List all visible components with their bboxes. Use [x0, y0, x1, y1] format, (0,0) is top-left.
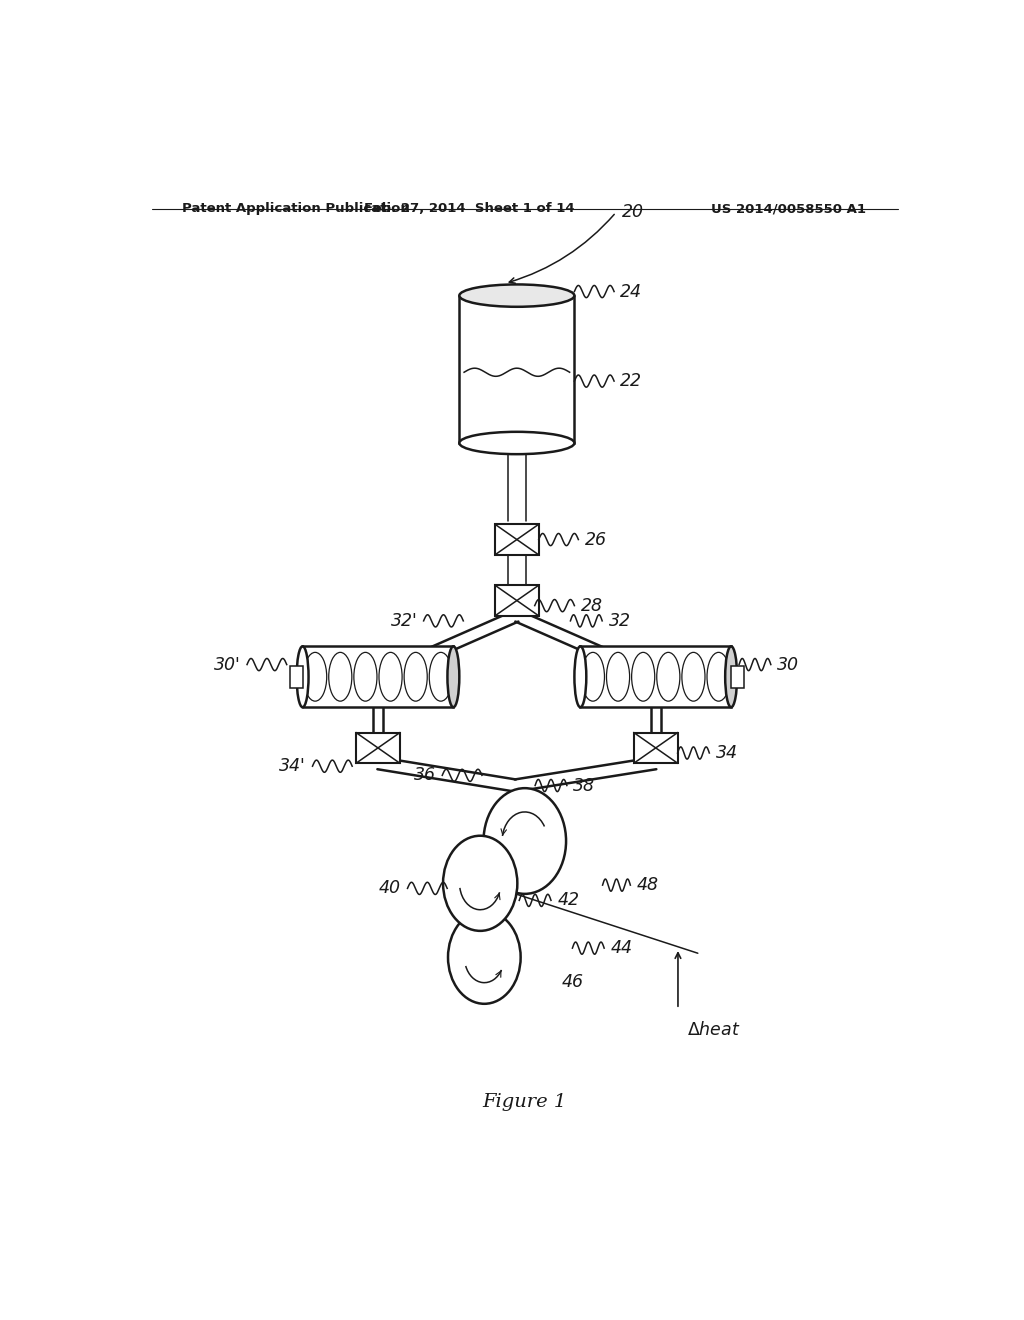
Text: 24: 24: [621, 282, 642, 301]
Text: 20: 20: [623, 203, 644, 222]
Text: 34': 34': [280, 758, 306, 775]
Text: 28: 28: [581, 597, 603, 615]
Text: 26: 26: [585, 531, 606, 549]
Ellipse shape: [297, 647, 308, 708]
Ellipse shape: [460, 284, 574, 306]
Bar: [495, 585, 539, 616]
Text: $\Delta$heat: $\Delta$heat: [687, 1022, 741, 1039]
Ellipse shape: [725, 647, 737, 708]
Bar: [460, 296, 574, 444]
Circle shape: [483, 788, 566, 894]
Ellipse shape: [460, 432, 574, 454]
Text: Figure 1: Figure 1: [482, 1093, 567, 1110]
Text: 32': 32': [390, 612, 417, 630]
Text: 34: 34: [716, 744, 737, 762]
Circle shape: [449, 911, 520, 1003]
Text: Feb. 27, 2014  Sheet 1 of 14: Feb. 27, 2014 Sheet 1 of 14: [364, 202, 574, 215]
Text: 40: 40: [379, 879, 401, 898]
Text: US 2014/0058550 A1: US 2014/0058550 A1: [711, 202, 866, 215]
Text: 44: 44: [610, 939, 633, 957]
Text: 48: 48: [637, 876, 658, 894]
Bar: [495, 524, 539, 554]
Text: 42: 42: [557, 891, 580, 909]
Ellipse shape: [447, 647, 460, 708]
Text: 38: 38: [573, 776, 595, 795]
Bar: [290, 665, 303, 688]
Bar: [581, 647, 731, 708]
Text: 30: 30: [777, 656, 799, 673]
Bar: [634, 733, 678, 763]
Text: 36: 36: [414, 767, 436, 784]
Bar: [731, 665, 743, 688]
Bar: [303, 647, 454, 708]
Text: 22: 22: [621, 372, 642, 391]
Text: 30': 30': [214, 656, 241, 673]
Text: Patent Application Publication: Patent Application Publication: [182, 202, 410, 215]
Text: 32: 32: [608, 612, 631, 630]
Circle shape: [443, 836, 517, 931]
Text: 46: 46: [561, 973, 584, 991]
Bar: [356, 733, 399, 763]
Ellipse shape: [574, 647, 587, 708]
